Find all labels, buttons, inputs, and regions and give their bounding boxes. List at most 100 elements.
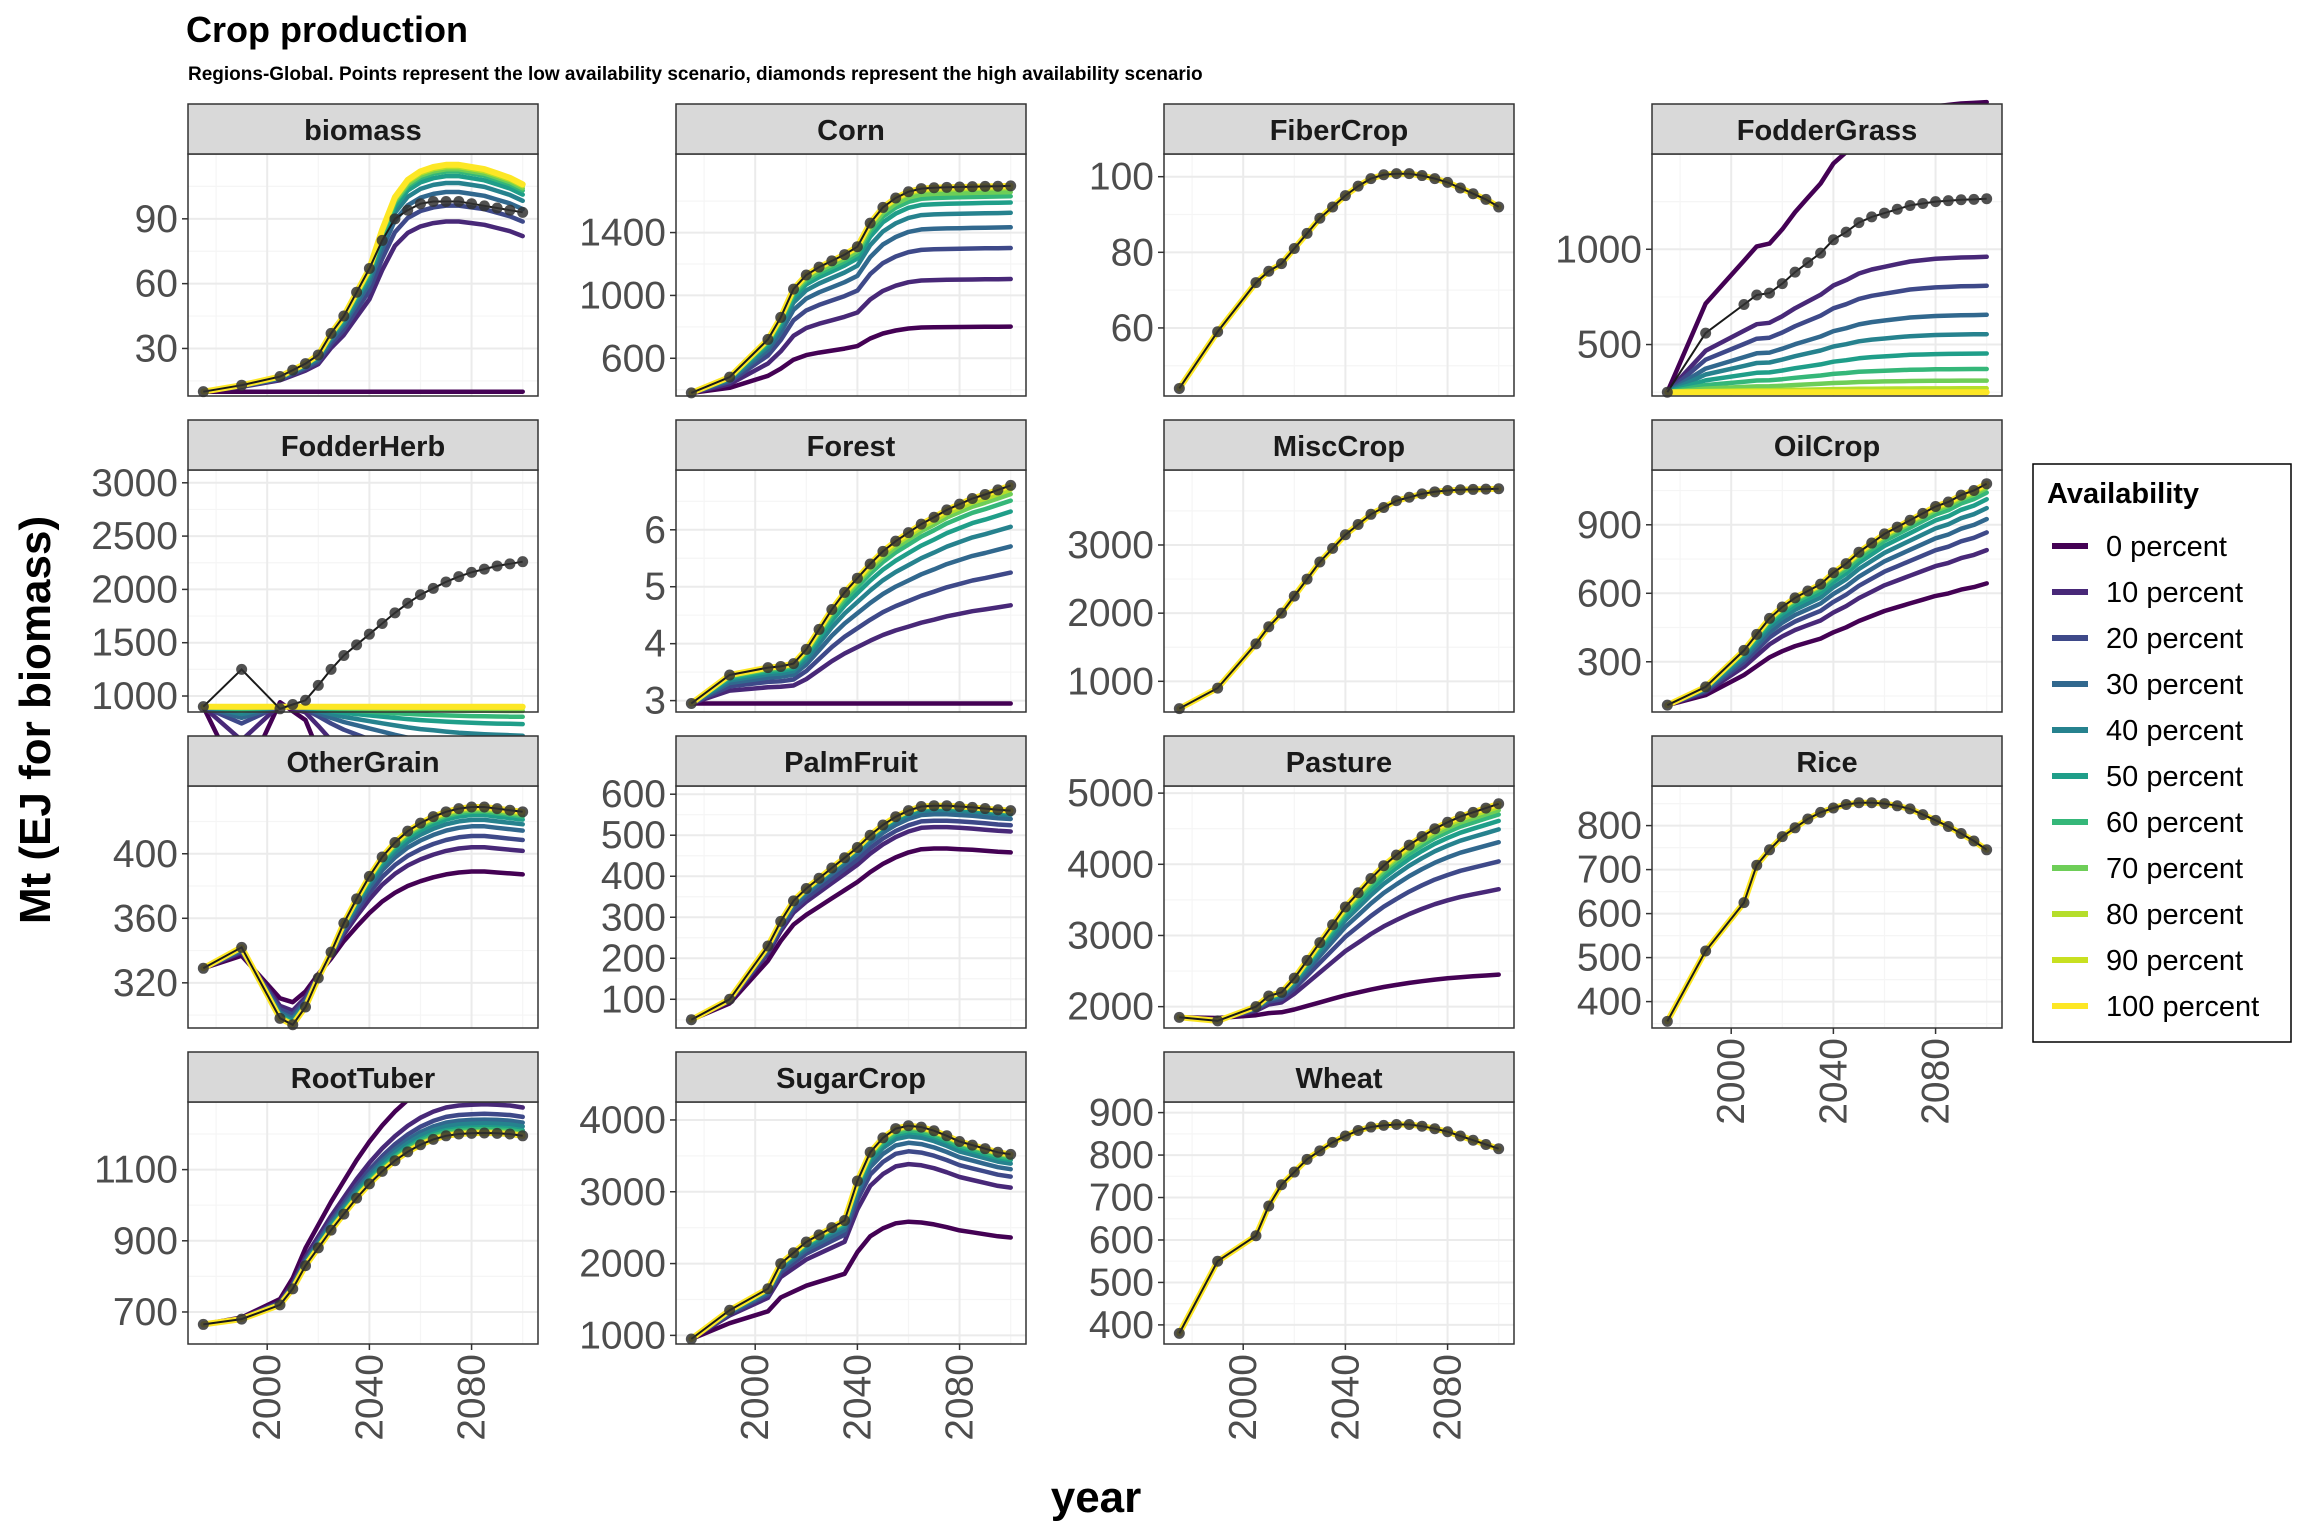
legend-item-0-percent: 0 percent bbox=[2052, 531, 2227, 563]
y-tick-label: 4000 bbox=[1067, 843, 1154, 886]
low-scenario-point bbox=[1480, 1138, 1492, 1150]
low-scenario-point bbox=[928, 182, 940, 194]
low-scenario-point bbox=[351, 893, 363, 905]
legend-item-80-percent: 80 percent bbox=[2052, 899, 2243, 931]
series-line-50-percent bbox=[1665, 351, 1989, 395]
low-scenario-point bbox=[775, 311, 787, 323]
x-tick-label: 2000 bbox=[246, 1354, 289, 1441]
low-scenario-point bbox=[1840, 798, 1852, 810]
y-tick-label: 300 bbox=[601, 896, 666, 939]
facet-strip bbox=[675, 735, 1027, 787]
low-scenario-point bbox=[363, 263, 375, 275]
low-scenario-point bbox=[1827, 567, 1839, 579]
series-line-20-percent bbox=[1665, 283, 1989, 395]
x-tick-label: 2080 bbox=[1427, 1354, 1470, 1441]
y-tick-label: 60 bbox=[135, 263, 178, 306]
facet-strip-label: Pasture bbox=[1286, 747, 1392, 779]
low-scenario-point bbox=[1802, 585, 1814, 597]
series-line-30-percent bbox=[689, 225, 1013, 396]
low-scenario-point bbox=[1776, 601, 1788, 613]
low-scenario-point bbox=[402, 825, 414, 837]
low-scenario-point bbox=[312, 349, 324, 361]
low-scenario-point bbox=[1493, 1143, 1505, 1155]
low-scenario-point bbox=[1904, 803, 1916, 815]
low-scenario-point bbox=[851, 1175, 863, 1187]
legend-items: 0 percent 10 percent 20 percent 30 percent 4… bbox=[2052, 531, 2259, 1023]
low-scenario-point bbox=[1815, 806, 1827, 818]
facet-strip bbox=[187, 735, 539, 787]
low-scenario-point bbox=[1904, 514, 1916, 526]
low-scenario-point bbox=[992, 180, 1004, 192]
series-line-10-percent bbox=[689, 603, 1013, 706]
legend-item-50-percent: 50 percent bbox=[2052, 761, 2243, 793]
low-scenario-point bbox=[1314, 556, 1326, 568]
facet-strip bbox=[675, 419, 1027, 471]
low-scenario-point bbox=[1429, 823, 1441, 835]
low-scenario-point bbox=[1250, 277, 1262, 289]
low-scenario-point bbox=[491, 560, 503, 572]
series-line-20-percent bbox=[689, 245, 1013, 396]
low-scenario-point bbox=[1352, 519, 1364, 531]
low-scenario-point bbox=[1173, 382, 1185, 394]
low-scenario-point bbox=[1955, 489, 1967, 501]
low-scenario-point bbox=[1288, 972, 1300, 984]
low-scenario-point bbox=[1480, 483, 1492, 495]
low-scenario-point bbox=[979, 488, 991, 500]
low-scenario-point bbox=[839, 852, 851, 864]
legend-item-30-percent: 30 percent bbox=[2052, 669, 2243, 701]
facet-strip-label: biomass bbox=[304, 115, 422, 147]
low-scenario-point bbox=[1480, 802, 1492, 814]
facet-strip-label: OilCrop bbox=[1774, 431, 1880, 463]
y-tick-label: 2000 bbox=[1067, 592, 1154, 635]
low-scenario-line bbox=[690, 184, 1011, 394]
y-tick-label: 320 bbox=[113, 962, 178, 1005]
low-scenario-point bbox=[1390, 1119, 1402, 1131]
low-scenario-point bbox=[775, 660, 787, 672]
low-scenario-point bbox=[1789, 592, 1801, 604]
low-scenario-point bbox=[1454, 811, 1466, 823]
y-tick-label: 60 bbox=[1111, 307, 1154, 350]
low-scenario-point bbox=[724, 1304, 736, 1316]
low-scenario-point bbox=[440, 196, 452, 208]
facet-panel-OtherGrain: OtherGrain 320 360 400 bbox=[113, 735, 539, 1031]
low-scenario-point bbox=[902, 186, 914, 198]
low-scenario-point bbox=[1467, 483, 1479, 495]
low-scenario-point bbox=[1390, 168, 1402, 180]
low-scenario-point bbox=[979, 1143, 991, 1155]
low-scenario-point bbox=[826, 604, 838, 616]
low-scenario-point bbox=[287, 364, 299, 376]
series-line-20-percent bbox=[1665, 530, 1989, 708]
low-scenario-point bbox=[1339, 190, 1351, 202]
y-tick-label: 900 bbox=[113, 1220, 178, 1263]
low-scenario-line bbox=[1179, 802, 1500, 1022]
legend-label: 90 percent bbox=[2106, 945, 2243, 977]
y-tick-label: 900 bbox=[1577, 504, 1642, 547]
low-scenario-line bbox=[1666, 801, 1988, 1022]
low-scenario-point bbox=[300, 694, 312, 706]
low-scenario-point bbox=[1005, 180, 1017, 192]
facet-panel-OilCrop: OilCrop 300 600 900 bbox=[1577, 419, 2003, 713]
low-scenario-point bbox=[300, 358, 312, 370]
low-scenario-point bbox=[517, 1130, 529, 1142]
low-scenario-point bbox=[402, 204, 414, 216]
y-tick-label: 400 bbox=[601, 855, 666, 898]
low-scenario-point bbox=[1288, 590, 1300, 602]
low-scenario-point bbox=[287, 699, 299, 711]
low-scenario-point bbox=[1365, 173, 1377, 185]
low-scenario-point bbox=[376, 851, 388, 863]
low-scenario-point bbox=[1738, 299, 1750, 311]
low-scenario-point bbox=[877, 819, 889, 831]
low-scenario-point bbox=[453, 1128, 465, 1140]
low-scenario-point bbox=[1700, 327, 1712, 339]
low-scenario-point bbox=[1738, 897, 1750, 909]
low-scenario-point bbox=[1276, 258, 1288, 270]
low-scenario-point bbox=[1250, 1001, 1262, 1013]
low-scenario-point bbox=[800, 643, 812, 655]
x-tick-label: 2000 bbox=[1222, 1354, 1265, 1441]
legend-item-60-percent: 60 percent bbox=[2052, 807, 2243, 839]
low-scenario-point bbox=[236, 663, 248, 675]
low-scenario-point bbox=[826, 255, 838, 267]
low-scenario-point bbox=[427, 196, 439, 208]
low-scenario-point bbox=[1352, 180, 1364, 192]
